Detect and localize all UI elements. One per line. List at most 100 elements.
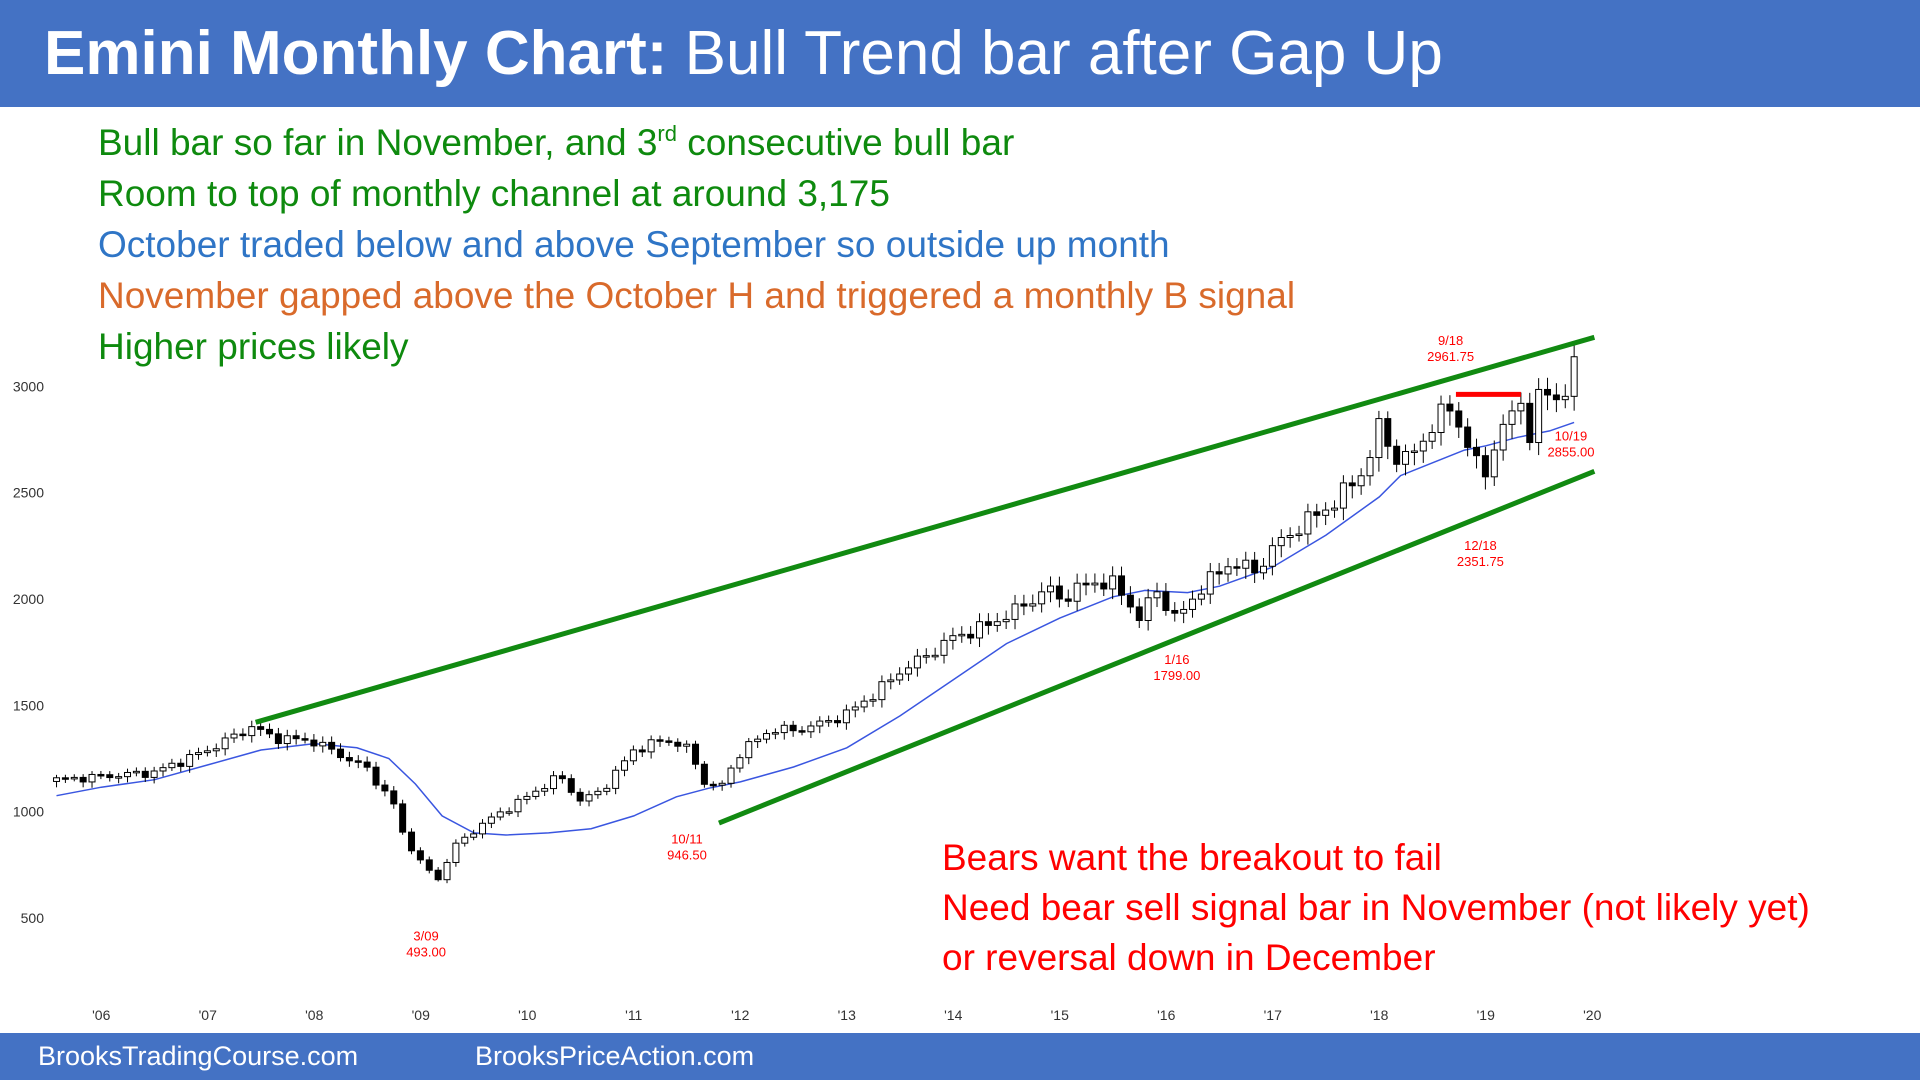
bear-candle [674,741,682,747]
bear-candle [1064,598,1072,602]
note-line: Bull bar so far in November, and 3rd con… [98,117,1295,168]
annotation-date: 10/19 [1555,428,1588,443]
bull-candle [1144,597,1152,621]
bull-candle [479,822,487,835]
bull-candle [1260,565,1268,574]
bear-candle [274,733,282,745]
bull-candle [1331,507,1339,511]
bull-candle [541,788,549,792]
bear-candle [638,749,646,753]
bull-candle [612,769,620,789]
bear-note-line: Bears want the breakout to fail [942,837,1442,878]
bull-candle [70,776,78,780]
bull-candle [212,748,220,752]
x-tick-label: '13 [838,1007,856,1023]
bear-candle [700,763,708,785]
bear-candle [354,760,362,763]
bull-candle [1295,533,1303,537]
bull-candle [1242,559,1250,569]
note-text: Higher prices likely [98,326,409,367]
bear-candle [665,740,673,743]
bull-candle [1180,608,1188,614]
bull-candle [878,681,886,701]
bear-candle [1446,403,1454,412]
bear-candle [328,741,336,750]
bear-candle [576,791,584,802]
annotation-value: 2961.75 [1427,349,1474,364]
bull-candle [683,743,691,747]
bull-candle [754,738,762,743]
bear-candle [967,633,975,639]
bull-candle [780,724,788,734]
bull-candle [452,842,460,863]
bear-candle [1464,426,1472,448]
bull-candle [195,752,203,756]
bull-candle [1197,593,1205,600]
candles-group [53,344,1578,884]
bull-candle [976,621,984,639]
bear-candle [709,783,717,787]
bull-candle [248,726,256,737]
footer-link-right[interactable]: BrooksPriceAction.com [475,1041,755,1071]
bear-candle [372,766,380,786]
annotation-date: 3/09 [413,928,438,943]
note-text: Bull bar so far in November, and 3 [98,122,658,163]
bull-candle [860,700,868,708]
x-tick-label: '07 [199,1007,217,1023]
bull-candle [727,767,735,784]
x-tick-label: '09 [412,1007,430,1023]
bull-candle [1047,585,1055,593]
bull-candle [221,737,229,750]
bear-candle [177,762,185,767]
x-tick-label: '10 [518,1007,536,1023]
x-axis: '06 '07 '08 '09 '10 '11 '12 '13 '14 '15 '16 '17 '18 '… [92,1007,1601,1023]
annotation-date: 9/18 [1438,333,1463,348]
bull-candle [1002,618,1010,623]
bull-candle [1286,535,1294,538]
bear-candle [106,774,114,779]
bear-candle [239,733,247,737]
bull-candle [851,706,859,711]
bull-candle [115,776,123,779]
bull-candle [1570,356,1578,397]
bull-candle [869,699,877,702]
y-tick-label: 1000 [13,804,44,820]
bear-candle [1526,402,1534,444]
annotation-value: 946.50 [667,848,707,863]
bull-candle [461,836,469,844]
bull-candle [532,790,540,797]
bear-candle [656,739,664,742]
bull-candle [1437,403,1445,434]
bear-candle [1020,603,1028,607]
bull-candle [603,787,611,792]
y-tick-label: 2500 [13,485,44,501]
bear-candle [1393,445,1401,465]
note-text: October traded below and above September… [98,224,1170,265]
annotation-date: 12/18 [1464,538,1497,553]
bull-candle [647,739,655,753]
bull-candle [745,741,753,759]
bull-candle [514,798,522,813]
bull-candle [124,771,132,778]
bear-candle [399,803,407,833]
bear-candle [1384,418,1392,447]
bull-candle [816,720,824,727]
footer-link-left[interactable]: BrooksTradingCourse.com [38,1041,359,1071]
bull-candle [1419,440,1427,452]
bull-candle [203,750,211,754]
bear-candle [798,730,806,733]
bull-candle [949,635,957,641]
x-tick-label: '15 [1051,1007,1069,1023]
bull-candle [825,720,833,723]
bull-candle [132,770,140,774]
bull-candle [487,816,495,824]
bear-candle [61,777,69,780]
x-tick-label: '11 [625,1007,642,1023]
bull-candle [1029,603,1037,607]
bull-candle [1224,566,1232,575]
bull-candle [186,754,194,767]
bull-candle [940,639,948,656]
bull-candle [470,833,478,838]
bull-candle [842,709,850,724]
bull-candle [1499,423,1507,451]
